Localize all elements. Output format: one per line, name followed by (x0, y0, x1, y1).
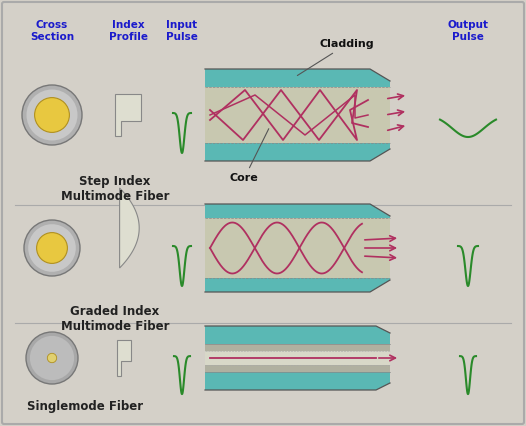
Polygon shape (205, 204, 390, 218)
Text: Graded Index
Multimode Fiber: Graded Index Multimode Fiber (60, 305, 169, 333)
Text: Input
Pulse: Input Pulse (166, 20, 198, 42)
Text: Step Index
Multimode Fiber: Step Index Multimode Fiber (60, 175, 169, 203)
Polygon shape (205, 365, 390, 372)
Circle shape (28, 224, 76, 272)
Circle shape (24, 220, 80, 276)
Polygon shape (205, 143, 390, 161)
Circle shape (22, 85, 82, 145)
Polygon shape (205, 344, 390, 351)
Text: Cross
Section: Cross Section (30, 20, 74, 42)
Text: Output
Pulse: Output Pulse (448, 20, 489, 42)
Circle shape (35, 98, 69, 132)
Circle shape (47, 353, 57, 363)
Circle shape (26, 89, 77, 141)
Text: Cladding: Cladding (297, 39, 375, 75)
Text: Core: Core (230, 129, 269, 183)
Text: Index
Profile: Index Profile (108, 20, 147, 42)
Polygon shape (205, 326, 390, 344)
Polygon shape (119, 188, 139, 268)
Polygon shape (205, 218, 390, 278)
Polygon shape (205, 351, 390, 365)
Polygon shape (117, 340, 132, 376)
Polygon shape (205, 278, 390, 292)
Circle shape (26, 332, 78, 384)
Polygon shape (205, 372, 390, 390)
Circle shape (30, 336, 74, 380)
Polygon shape (205, 69, 390, 87)
Polygon shape (115, 94, 141, 136)
Polygon shape (205, 87, 390, 143)
Text: Singlemode Fiber: Singlemode Fiber (27, 400, 143, 413)
Circle shape (37, 233, 67, 263)
